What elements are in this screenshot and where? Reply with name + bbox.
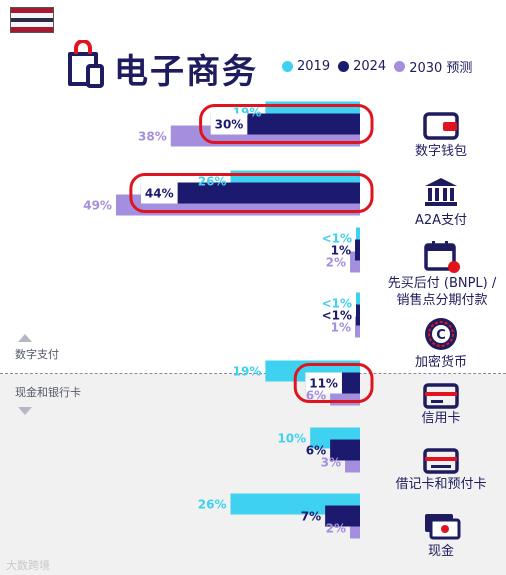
shopping-bag-icon	[68, 40, 104, 88]
bar-2030-cat-6	[350, 517, 360, 539]
section-divider	[0, 373, 506, 374]
bar-2024-cat-3	[356, 304, 360, 326]
data-label-2030-cat-1: 49%	[83, 199, 112, 213]
legend-item-2030: 2030 预测	[394, 57, 472, 76]
data-label-2030-cat-4: 6%	[306, 389, 326, 403]
data-label-2024-cat-4: 11%	[309, 377, 338, 391]
credit-card-icon	[423, 383, 459, 409]
data-label-2030-cat-3: 1%	[331, 321, 351, 335]
expand-down-arrow-icon	[18, 407, 32, 415]
highlight-ellipse-cat-4	[293, 363, 374, 403]
bank-icon	[425, 178, 457, 206]
bar-2019-cat-2	[356, 227, 360, 249]
data-label-2024-cat-2: 1%	[331, 244, 351, 258]
data-label-2030-cat-2: 2%	[326, 256, 346, 270]
data-label-2019-cat-2: <1%	[322, 232, 352, 246]
data-label-2024-cat-0: 30%	[215, 118, 244, 132]
bar-2030-cat-2	[350, 251, 360, 273]
category-label-cash: 现金	[427, 544, 454, 559]
bar-2024-cat-6	[325, 505, 360, 527]
data-label-bg-2024-cat-4	[305, 372, 342, 394]
data-label-bg-2024-cat-0	[210, 113, 248, 135]
collapse-up-arrow-icon	[18, 334, 32, 342]
category-label-credit-card: 信用卡	[421, 411, 461, 426]
group-label-digital-payments: 数字支付	[15, 348, 59, 361]
cash-icon	[425, 514, 461, 540]
data-label-2030-cat-5: 3%	[321, 456, 341, 470]
category-label-digital-wallet: 数字钱包	[414, 144, 467, 159]
category-label-bnpl: 先买后付 (BNPL) / 销售点分期付款	[387, 276, 497, 308]
data-label-2019-cat-6: 26%	[198, 498, 227, 512]
highlight-ellipse-cat-0	[199, 104, 374, 144]
data-label-2019-cat-5: 10%	[277, 432, 306, 446]
bar-2024-cat-0	[210, 113, 360, 135]
chart-legend: 2019 2024 2030 预测	[282, 57, 472, 76]
legend-swatch-2019	[282, 61, 293, 72]
bar-2024-cat-1	[140, 182, 360, 204]
highlight-ellipse-cat-1	[129, 173, 374, 213]
wallet-icon	[423, 112, 459, 140]
thailand-flag-icon	[10, 7, 54, 33]
data-label-2019-cat-1: 26%	[198, 175, 227, 189]
legend-label-2024: 2024	[353, 59, 387, 74]
category-label-debit-card: 借记卡和预付卡	[395, 477, 487, 492]
legend-label-2030: 2030 预测	[409, 61, 473, 76]
data-label-2019-cat-4: 19%	[233, 365, 262, 379]
data-label-bg-2024-cat-1	[140, 182, 178, 204]
legend-item-2024: 2024	[338, 57, 386, 76]
data-label-2024-cat-1: 44%	[145, 187, 174, 201]
legend-item-2019: 2019	[282, 57, 330, 76]
group-label-cash-and-cards: 现金和银行卡	[15, 386, 81, 399]
data-label-2024-cat-5: 6%	[306, 444, 326, 458]
data-label-2030-cat-0: 38%	[138, 130, 167, 144]
data-label-2019-cat-3: <1%	[322, 297, 352, 311]
data-label-2030-cat-6: 2%	[326, 522, 346, 536]
legend-swatch-2030	[394, 61, 406, 72]
legend-label-2019: 2019	[297, 59, 331, 74]
calendar-icon	[424, 241, 460, 273]
data-label-2024-cat-3: <1%	[322, 309, 352, 323]
watermark-text: 大数跨境	[6, 559, 50, 572]
svg-text:C: C	[436, 328, 446, 343]
bar-2030-cat-3	[355, 316, 360, 338]
category-label-crypto: 加密货币	[414, 355, 467, 370]
bar-2024-cat-2	[355, 239, 360, 261]
data-label-2024-cat-6: 7%	[301, 510, 321, 524]
page-title: 电子商务	[114, 52, 258, 92]
legend-swatch-2024	[338, 61, 350, 72]
bar-2024-cat-5	[330, 439, 360, 461]
debit-card-icon	[423, 448, 459, 474]
cash-card-section-background	[0, 374, 506, 575]
bar-2019-cat-3	[356, 292, 360, 314]
category-label-a2a: A2A支付	[414, 213, 468, 228]
crypto-coin-icon: C	[425, 318, 457, 350]
